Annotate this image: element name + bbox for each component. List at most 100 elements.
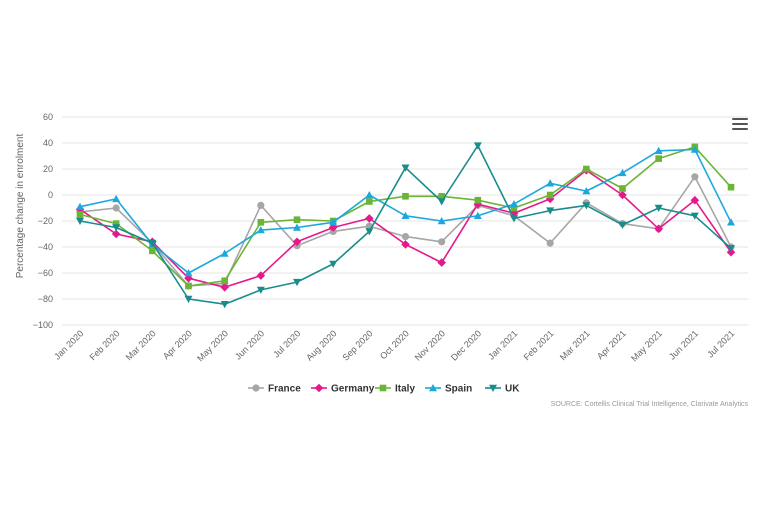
data-point-germany[interactable]	[473, 199, 483, 209]
data-point-germany[interactable]	[690, 195, 700, 205]
data-point-france[interactable]	[546, 239, 554, 247]
data-point-spain[interactable]	[293, 223, 301, 231]
hamburger-menu-icon[interactable]	[732, 118, 748, 132]
data-point-spain[interactable]	[727, 218, 735, 226]
data-point-germany[interactable]	[437, 258, 446, 267]
data-point-spain[interactable]	[112, 194, 121, 203]
data-point-italy[interactable]	[619, 185, 626, 192]
data-point-germany[interactable]	[292, 237, 302, 247]
data-point-uk[interactable]	[654, 204, 663, 212]
data-point-france[interactable]	[257, 201, 265, 209]
legend-item-france[interactable]: France	[248, 384, 301, 395]
x-tick-label: Jul 2020	[271, 328, 302, 359]
legend-item-germany[interactable]: Germany	[311, 384, 375, 395]
data-point-germany[interactable]	[654, 224, 663, 234]
data-point-italy[interactable]	[546, 191, 554, 199]
data-point-uk[interactable]	[148, 239, 157, 248]
data-point-france[interactable]	[691, 173, 699, 181]
y-axis-ticks: −100 −80 −60 −40 −20 0 20 40 60	[33, 112, 53, 330]
series-uk[interactable]	[76, 142, 735, 309]
y-axis-title: Percentage change in enrolment	[15, 134, 26, 279]
data-point-spain[interactable]	[329, 218, 338, 226]
data-point-spain[interactable]	[220, 249, 229, 257]
x-tick-label: May 2021	[629, 328, 664, 363]
data-point-uk[interactable]	[690, 212, 699, 220]
data-point-italy[interactable]	[185, 282, 192, 290]
data-point-uk[interactable]	[112, 224, 121, 232]
series-layer	[75, 142, 736, 309]
data-point-spain[interactable]	[654, 146, 663, 154]
x-tick-label: Jun 2021	[667, 328, 700, 361]
data-point-uk[interactable]	[76, 217, 84, 225]
data-point-uk[interactable]	[365, 228, 374, 236]
data-point-italy[interactable]	[221, 277, 228, 285]
data-point-spain[interactable]	[437, 217, 446, 225]
data-point-uk[interactable]	[582, 202, 591, 210]
x-tick-label: Jan 2020	[52, 328, 85, 361]
legend-marker-italy	[379, 384, 387, 392]
x-tick-label: Oct 2020	[378, 328, 411, 361]
data-point-france[interactable]	[112, 204, 120, 212]
data-point-italy[interactable]	[112, 220, 120, 227]
legend-marker-uk	[489, 384, 497, 392]
data-point-spain[interactable]	[256, 226, 265, 234]
data-point-italy[interactable]	[76, 211, 84, 218]
data-point-spain[interactable]	[546, 179, 555, 187]
data-point-uk[interactable]	[256, 286, 265, 294]
y-tick-label: −100	[33, 320, 53, 330]
data-point-italy[interactable]	[293, 216, 301, 223]
data-point-germany[interactable]	[111, 229, 121, 239]
data-point-italy[interactable]	[655, 155, 662, 162]
data-point-uk[interactable]	[437, 198, 446, 206]
data-point-italy[interactable]	[438, 193, 445, 200]
data-point-spain[interactable]	[582, 187, 591, 195]
legend-marker-france	[252, 384, 260, 392]
data-point-spain[interactable]	[473, 211, 482, 219]
data-point-uk[interactable]	[546, 207, 555, 215]
data-point-germany[interactable]	[401, 240, 410, 249]
data-point-germany[interactable]	[256, 271, 266, 280]
data-point-italy[interactable]	[257, 219, 265, 226]
data-point-france[interactable]	[438, 238, 446, 246]
grid	[62, 116, 748, 326]
data-point-uk[interactable]	[329, 260, 338, 268]
legend[interactable]: France Germany Italy Spain UK	[248, 384, 520, 395]
x-tick-label: Nov 2020	[413, 328, 447, 362]
data-point-italy[interactable]	[366, 198, 373, 205]
x-tick-label: Feb 2020	[88, 328, 122, 362]
data-point-uk[interactable]	[401, 164, 410, 172]
x-tick-label: Jun 2020	[233, 328, 266, 361]
data-point-uk[interactable]	[293, 278, 301, 287]
data-point-germany[interactable]	[184, 273, 193, 283]
data-point-italy[interactable]	[510, 204, 518, 212]
data-point-spain[interactable]	[690, 145, 699, 153]
data-point-germany[interactable]	[220, 283, 229, 292]
data-point-germany[interactable]	[509, 208, 519, 218]
data-point-italy[interactable]	[583, 165, 590, 173]
data-point-italy[interactable]	[474, 196, 482, 204]
data-point-spain[interactable]	[618, 168, 627, 177]
data-point-uk[interactable]	[510, 215, 518, 223]
data-point-uk[interactable]	[473, 142, 482, 150]
legend-item-italy[interactable]: Italy	[375, 384, 415, 395]
series-line-germany[interactable]	[79, 169, 732, 289]
data-point-france[interactable]	[401, 233, 410, 241]
legend-item-spain[interactable]: Spain	[425, 384, 472, 395]
data-point-italy[interactable]	[402, 193, 409, 200]
legend-label-germany: Germany	[331, 384, 375, 395]
data-point-spain[interactable]	[76, 202, 84, 210]
data-point-spain[interactable]	[184, 269, 193, 277]
data-point-uk[interactable]	[184, 295, 193, 303]
data-point-germany[interactable]	[365, 214, 374, 223]
data-point-italy[interactable]	[727, 183, 735, 191]
data-point-uk[interactable]	[727, 245, 735, 253]
data-point-spain[interactable]	[401, 211, 410, 219]
data-point-spain[interactable]	[365, 191, 374, 199]
legend-item-uk[interactable]: UK	[485, 384, 520, 395]
data-point-germany[interactable]	[618, 190, 627, 200]
data-point-italy[interactable]	[149, 247, 156, 255]
data-point-spain[interactable]	[510, 200, 518, 208]
x-tick-label: Apr 2020	[161, 328, 194, 361]
data-point-uk[interactable]	[618, 221, 627, 229]
data-point-uk[interactable]	[220, 301, 229, 309]
